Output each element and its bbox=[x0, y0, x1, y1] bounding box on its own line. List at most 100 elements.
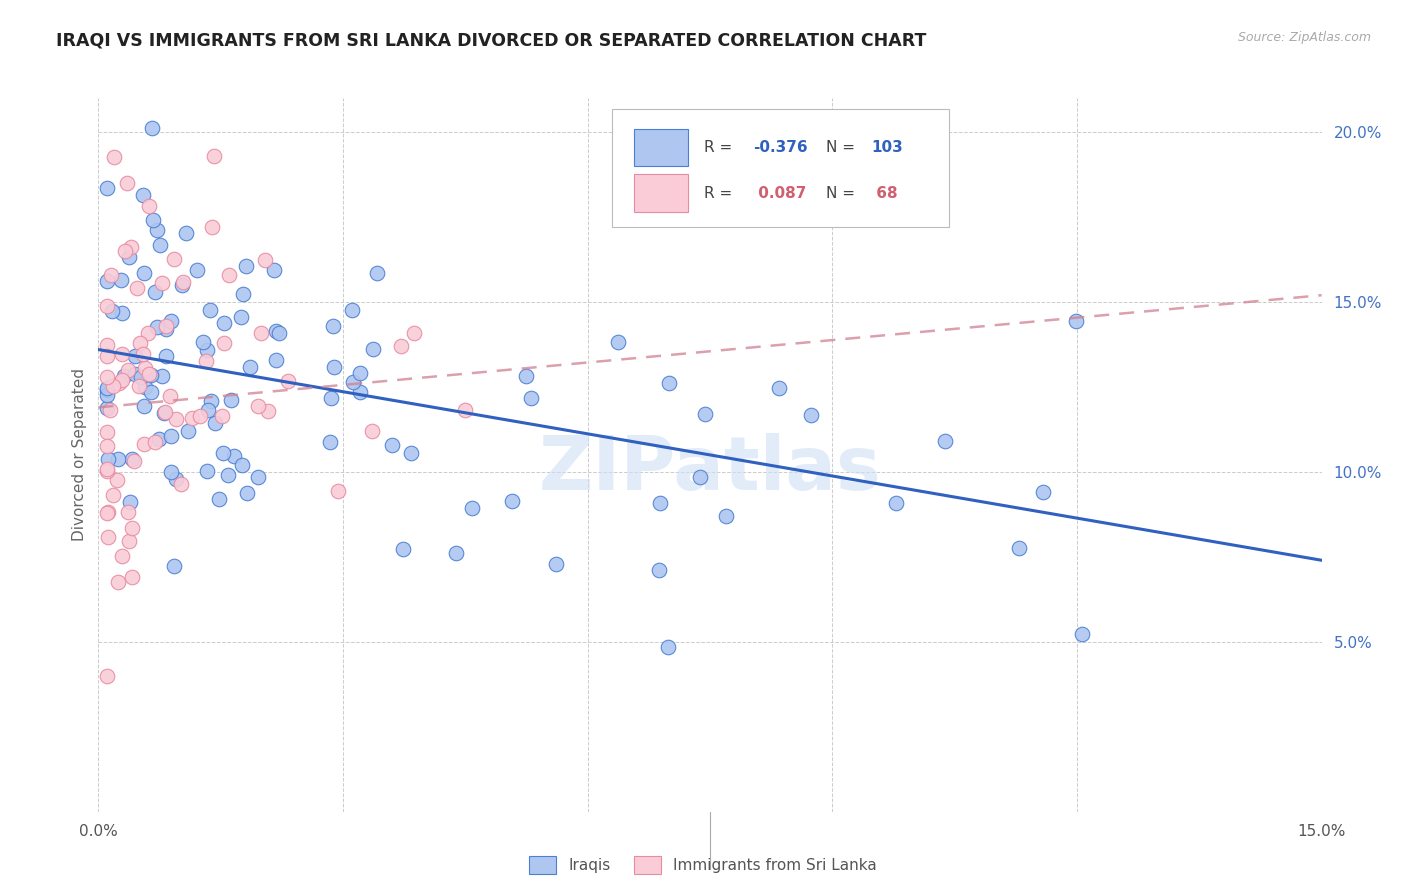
Point bbox=[340, 303, 363, 318]
Point bbox=[103, 150, 125, 164]
Point bbox=[96, 669, 118, 683]
Point bbox=[204, 417, 226, 431]
Point bbox=[118, 534, 141, 549]
Point bbox=[160, 429, 183, 443]
Point bbox=[110, 273, 132, 287]
Point bbox=[96, 299, 118, 313]
Point bbox=[139, 385, 162, 400]
Point bbox=[132, 266, 155, 280]
Point bbox=[96, 425, 118, 439]
Point bbox=[160, 313, 183, 327]
FancyBboxPatch shape bbox=[634, 128, 688, 166]
Point bbox=[124, 367, 146, 381]
Point bbox=[186, 263, 208, 277]
Point bbox=[111, 306, 134, 320]
Point bbox=[143, 285, 166, 299]
Point bbox=[110, 347, 132, 361]
Point bbox=[138, 367, 160, 381]
Point bbox=[263, 263, 285, 277]
Point bbox=[111, 372, 134, 386]
Text: R =: R = bbox=[704, 140, 733, 155]
Point bbox=[886, 496, 908, 510]
Point bbox=[321, 391, 343, 405]
Point bbox=[101, 304, 124, 318]
Text: 0.087: 0.087 bbox=[752, 186, 806, 201]
Point bbox=[108, 376, 131, 390]
Point bbox=[1064, 314, 1087, 328]
Legend: Iraqis, Immigrants from Sri Lanka: Iraqis, Immigrants from Sri Lanka bbox=[523, 850, 883, 880]
Point bbox=[650, 496, 672, 510]
Point bbox=[235, 486, 257, 500]
Point bbox=[128, 379, 150, 393]
Point bbox=[96, 439, 118, 453]
Point bbox=[934, 434, 956, 449]
Point bbox=[107, 575, 129, 590]
Point bbox=[714, 508, 737, 523]
Point bbox=[267, 326, 290, 341]
Point bbox=[342, 375, 364, 389]
Point bbox=[172, 275, 194, 289]
Point bbox=[117, 363, 139, 377]
Text: R =: R = bbox=[704, 186, 733, 201]
Point bbox=[349, 366, 371, 380]
Point bbox=[235, 259, 257, 273]
Point bbox=[142, 213, 165, 227]
Point bbox=[454, 402, 477, 417]
Point bbox=[195, 464, 218, 478]
Point bbox=[193, 335, 215, 350]
Y-axis label: Divorced or Separated: Divorced or Separated bbox=[72, 368, 87, 541]
Point bbox=[231, 310, 253, 324]
Point bbox=[122, 454, 145, 468]
Point bbox=[211, 445, 233, 459]
Point bbox=[141, 121, 163, 136]
Point bbox=[129, 369, 152, 384]
Point bbox=[170, 278, 193, 293]
Point bbox=[162, 252, 184, 266]
Point bbox=[399, 446, 422, 460]
Point bbox=[170, 477, 193, 491]
Point bbox=[389, 339, 412, 353]
Point bbox=[515, 369, 537, 384]
Point bbox=[105, 474, 128, 488]
Point bbox=[132, 399, 155, 413]
Point bbox=[264, 324, 287, 338]
Point bbox=[224, 450, 246, 464]
Point bbox=[96, 507, 118, 521]
Point bbox=[326, 483, 349, 498]
Point bbox=[96, 381, 118, 395]
Point bbox=[96, 462, 118, 476]
Text: IRAQI VS IMMIGRANTS FROM SRI LANKA DIVORCED OR SEPARATED CORRELATION CHART: IRAQI VS IMMIGRANTS FROM SRI LANKA DIVOR… bbox=[56, 31, 927, 49]
Point bbox=[165, 472, 187, 486]
Point bbox=[180, 411, 202, 425]
Point bbox=[212, 336, 235, 351]
Text: N =: N = bbox=[827, 186, 855, 201]
Point bbox=[174, 227, 197, 241]
Point bbox=[118, 495, 141, 509]
Point bbox=[197, 403, 219, 417]
Point bbox=[768, 381, 790, 395]
Point bbox=[153, 405, 176, 419]
Text: Source: ZipAtlas.com: Source: ZipAtlas.com bbox=[1237, 31, 1371, 45]
Point bbox=[124, 349, 146, 363]
Point bbox=[160, 465, 183, 479]
Point bbox=[134, 380, 156, 394]
Point bbox=[195, 343, 218, 357]
Point bbox=[96, 181, 118, 195]
Point bbox=[134, 361, 156, 376]
Point bbox=[132, 347, 155, 361]
Point bbox=[444, 546, 467, 560]
Point bbox=[194, 354, 217, 368]
Point bbox=[165, 412, 187, 426]
Point bbox=[200, 219, 222, 234]
Point bbox=[96, 384, 118, 398]
Point bbox=[163, 559, 186, 574]
Point bbox=[118, 250, 141, 264]
Point bbox=[120, 239, 142, 253]
Point bbox=[96, 274, 118, 288]
Point bbox=[231, 458, 253, 472]
Point bbox=[121, 451, 143, 466]
Point bbox=[217, 467, 239, 482]
Point bbox=[218, 268, 240, 282]
Point bbox=[1071, 627, 1094, 641]
Point bbox=[146, 320, 169, 334]
